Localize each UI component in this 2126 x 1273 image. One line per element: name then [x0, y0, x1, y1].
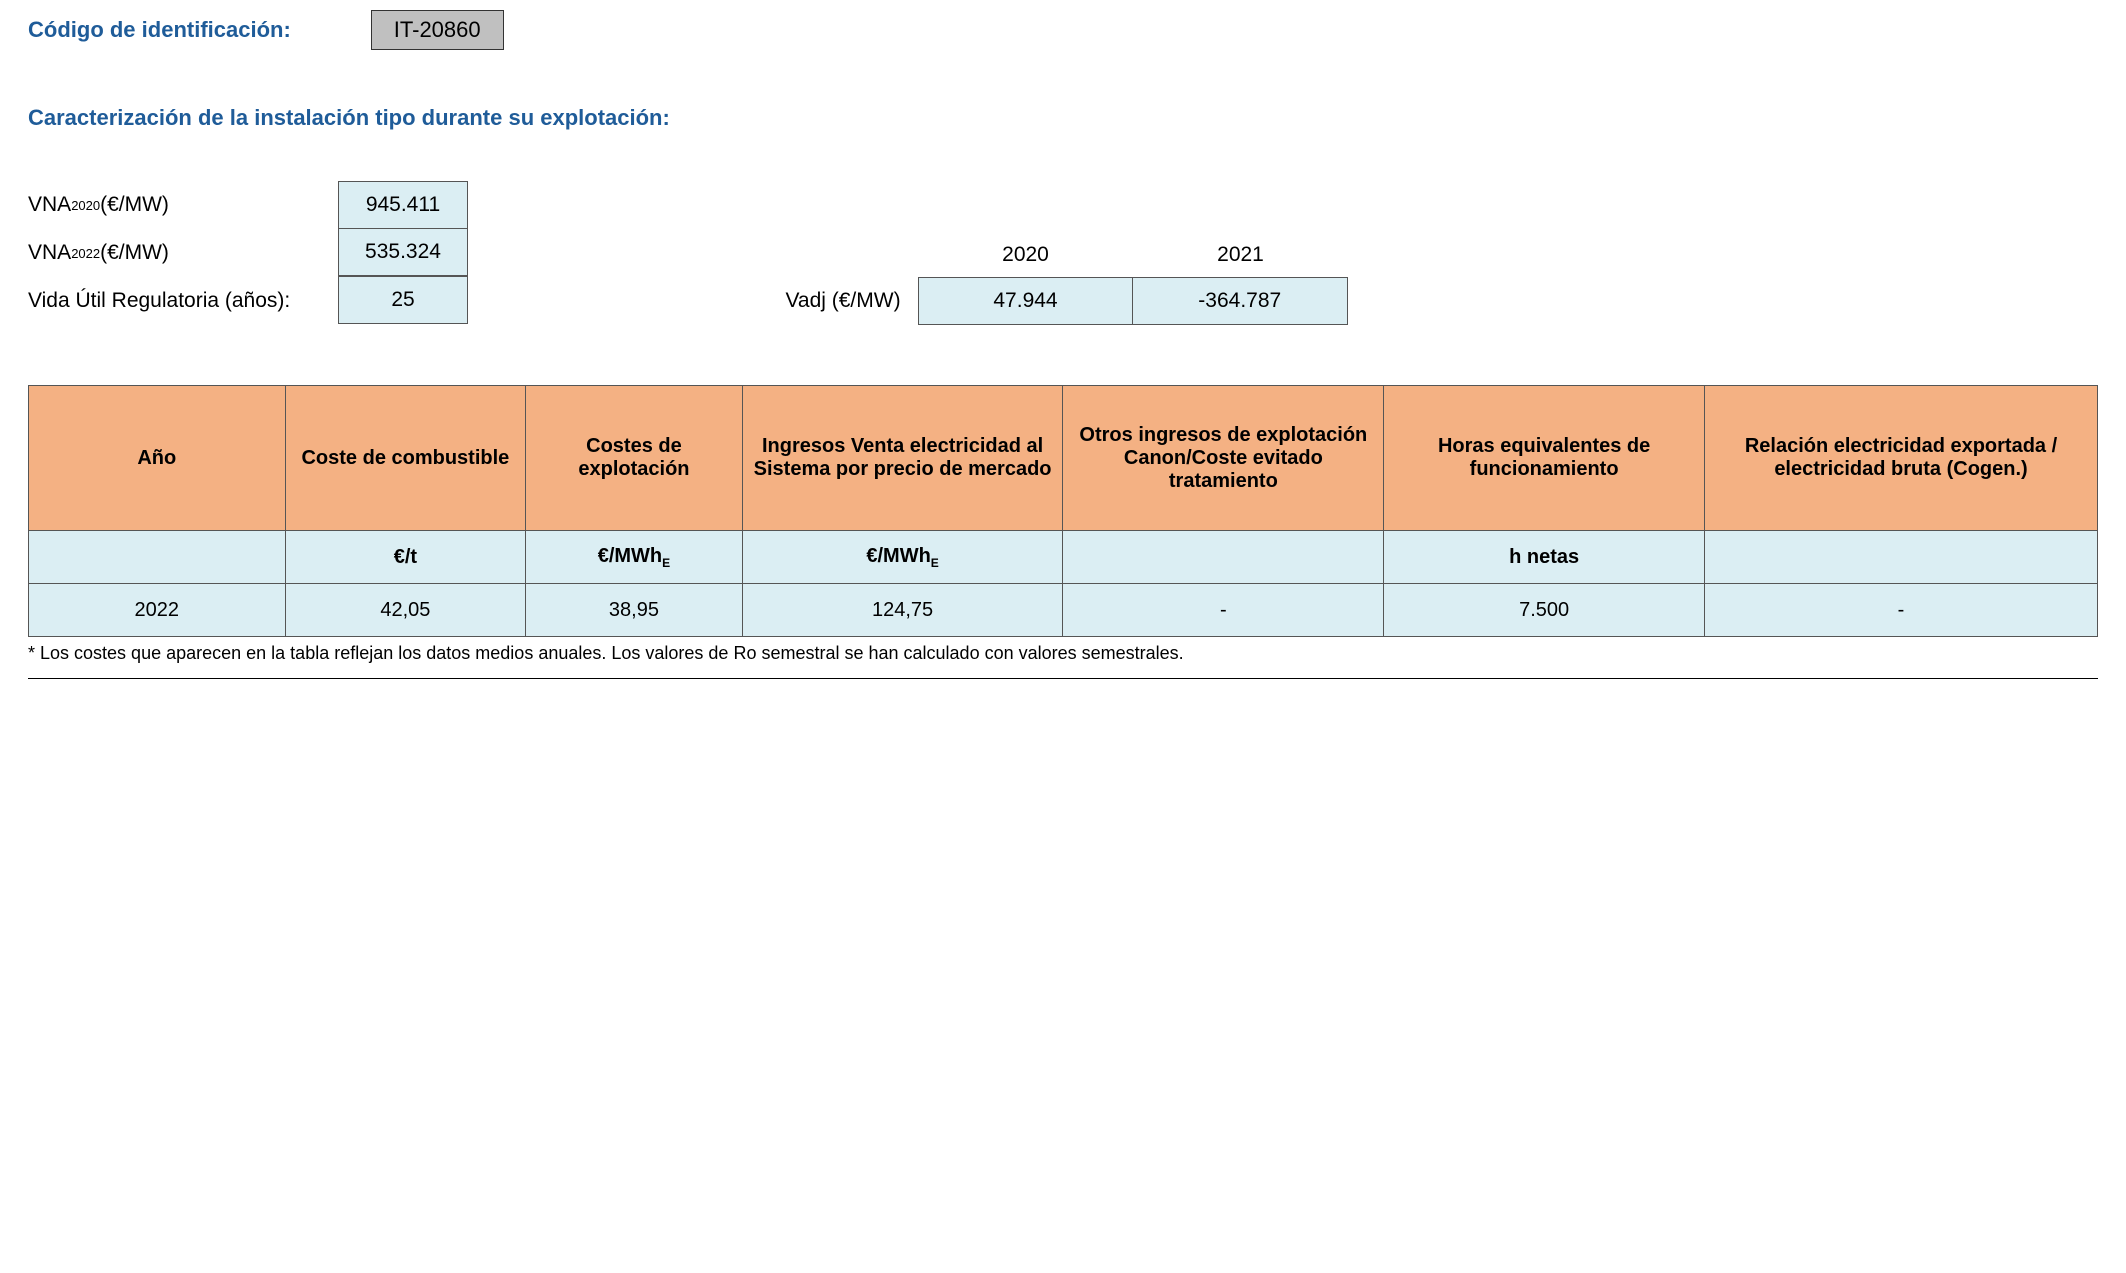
unit-explotacion: €/MWhE [526, 531, 743, 584]
vna2022-label: VNA2022 (€/MW) [28, 229, 338, 277]
unit-combustible: €/t [285, 531, 526, 584]
vna2022-post: (€/MW) [100, 241, 169, 265]
section-title: Caracterización de la instalación tipo d… [28, 105, 2098, 131]
params-block: VNA2020 (€/MW) 945.411 VNA2022 (€/MW) 53… [28, 181, 2098, 325]
vna2020-post: (€/MW) [100, 193, 169, 217]
th-otros: Otros ingresos de explotación Canon/Cost… [1063, 386, 1384, 531]
footnote: * Los costes que aparecen en la tabla re… [28, 643, 2098, 664]
vadj-label: Vadj (€/MW) [768, 277, 918, 325]
vida-label: Vida Útil Regulatoria (años): [28, 277, 338, 325]
th-relacion: Relación electricidad exportada / electr… [1705, 386, 2098, 531]
th-horas: Horas equivalentes de funcionamiento [1384, 386, 1705, 531]
divider [28, 678, 2098, 679]
unit-otros [1063, 531, 1384, 584]
th-ingresos: Ingresos Venta electricidad al Sistema p… [742, 386, 1063, 531]
vadj-year-0: 2020 [918, 233, 1133, 277]
vna2022-value: 535.324 [338, 228, 468, 276]
vida-value: 25 [338, 276, 468, 324]
cell-combustible: 42,05 [285, 584, 526, 637]
vadj-value-1: -364.787 [1132, 277, 1349, 325]
main-table: Año Coste de combustible Costes de explo… [28, 385, 2098, 637]
unit-explotacion-pre: €/MWh [598, 545, 662, 567]
unit-ano [29, 531, 286, 584]
unit-ingresos: €/MWhE [742, 531, 1063, 584]
cell-explotacion: 38,95 [526, 584, 743, 637]
vna2020-value: 945.411 [338, 181, 468, 229]
unit-ingresos-pre: €/MWh [866, 545, 930, 567]
vna2022-sub: 2022 [71, 246, 100, 261]
cell-horas: 7.500 [1384, 584, 1705, 637]
table-data-row: 2022 42,05 38,95 124,75 - 7.500 - [29, 584, 2098, 637]
id-label: Código de identificación: [28, 17, 291, 43]
unit-ingresos-sub: E [931, 556, 939, 570]
unit-relacion [1705, 531, 2098, 584]
unit-explotacion-sub: E [662, 556, 670, 570]
cell-ingresos: 124,75 [742, 584, 1063, 637]
vna2020-label: VNA2020 (€/MW) [28, 181, 338, 229]
vna2020-sub: 2020 [71, 198, 100, 213]
vadj-value-0: 47.944 [918, 277, 1133, 325]
vna2022-pre: VNA [28, 241, 71, 265]
th-explotacion: Costes de explotación [526, 386, 743, 531]
unit-horas: h netas [1384, 531, 1705, 584]
cell-otros: - [1063, 584, 1384, 637]
cell-relacion: - [1705, 584, 2098, 637]
vadj-block: 2020 2021 Vadj (€/MW) 47.944 -364.787 [768, 233, 1348, 325]
vadj-year-1: 2021 [1133, 233, 1348, 277]
cell-ano: 2022 [29, 584, 286, 637]
vna2020-pre: VNA [28, 193, 71, 217]
th-combustible: Coste de combustible [285, 386, 526, 531]
params-left: VNA2020 (€/MW) 945.411 VNA2022 (€/MW) 53… [28, 181, 468, 325]
th-ano: Año [29, 386, 286, 531]
table-units-row: €/t €/MWhE €/MWhE h netas [29, 531, 2098, 584]
table-header-row: Año Coste de combustible Costes de explo… [29, 386, 2098, 531]
id-value-box: IT-20860 [371, 10, 504, 50]
